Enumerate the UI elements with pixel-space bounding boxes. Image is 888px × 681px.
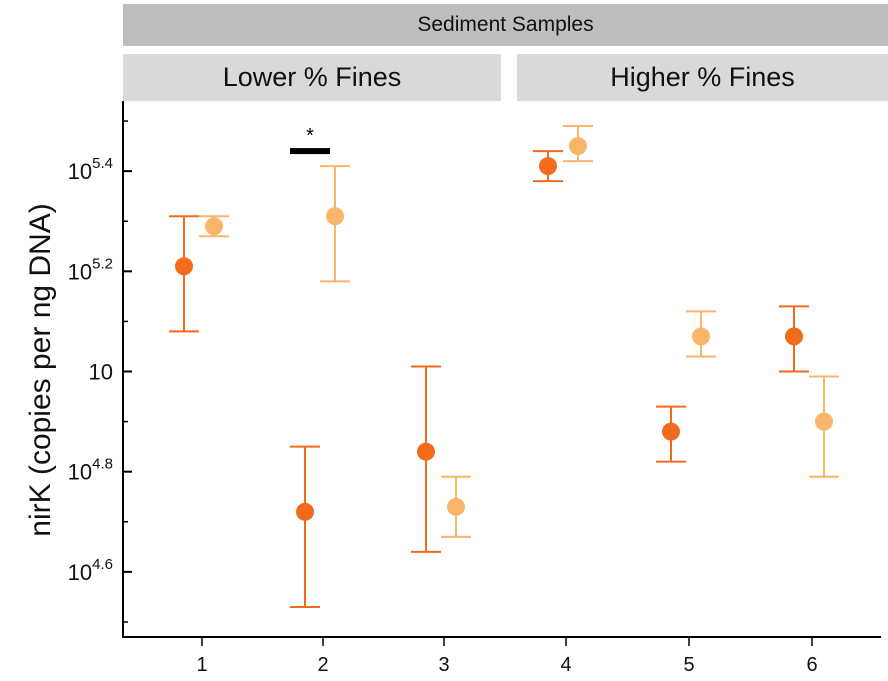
data-point xyxy=(785,327,803,346)
y-tick-label: 105.2 xyxy=(68,255,113,284)
y-tick-label: 104.8 xyxy=(68,456,113,485)
data-point xyxy=(539,157,557,176)
data-point xyxy=(447,497,465,516)
data-point xyxy=(205,217,223,236)
significance-bar xyxy=(290,148,330,155)
series-layer xyxy=(169,125,839,608)
x-tick-label: 2 xyxy=(317,654,328,676)
data-point xyxy=(692,327,710,346)
facet-label-higher-fines: Higher % Fines xyxy=(517,54,888,101)
facet-label-lower-fines: Lower % Fines xyxy=(123,54,501,101)
data-point xyxy=(296,502,314,521)
chart-axes xyxy=(122,101,881,638)
facet-header-sediment-samples: Sediment Samples xyxy=(123,4,888,46)
series-2 xyxy=(199,125,839,538)
data-point xyxy=(175,257,193,276)
facet-label-lower-fines-text: Lower % Fines xyxy=(222,62,402,92)
y-tick-exponent: 5.4 xyxy=(92,155,113,172)
annotations-layer: * xyxy=(290,125,330,155)
y-tick-exponent: 5.2 xyxy=(92,255,113,272)
series-1 xyxy=(169,150,809,608)
x-ticks: 1 2 3 4 5 6 xyxy=(196,637,818,676)
x-tick-label: 3 xyxy=(438,654,449,676)
y-tick-exponent: 4.6 xyxy=(92,556,113,573)
x-tick-label: 1 xyxy=(196,654,207,676)
data-point xyxy=(662,422,680,441)
facet-header-label: Sediment Samples xyxy=(417,13,594,36)
y-tick-label: 104.6 xyxy=(68,556,113,585)
x-tick-label: 4 xyxy=(560,654,571,676)
data-point xyxy=(569,137,587,156)
significance-marker: * xyxy=(306,125,314,147)
data-point xyxy=(417,442,435,461)
y-tick-base: 10 xyxy=(68,560,92,585)
y-tick-base: 10 xyxy=(68,259,92,284)
y-tick-base: 10 xyxy=(68,460,92,485)
facet-label-higher-fines-text: Higher % Fines xyxy=(610,62,795,92)
y-tick-label: 10 xyxy=(89,360,113,385)
x-tick-label: 5 xyxy=(683,654,694,676)
data-point xyxy=(326,207,344,226)
data-point xyxy=(815,412,833,431)
y-tick-label: 105.4 xyxy=(68,155,113,184)
y-tick-base: 10 xyxy=(68,159,92,184)
y-tick-exponent: 4.8 xyxy=(92,456,113,473)
y-axis-title: nirK (copies per ng DNA) xyxy=(24,203,57,536)
x-tick-label: 6 xyxy=(806,654,817,676)
y-tick-base: 10 xyxy=(89,360,113,385)
